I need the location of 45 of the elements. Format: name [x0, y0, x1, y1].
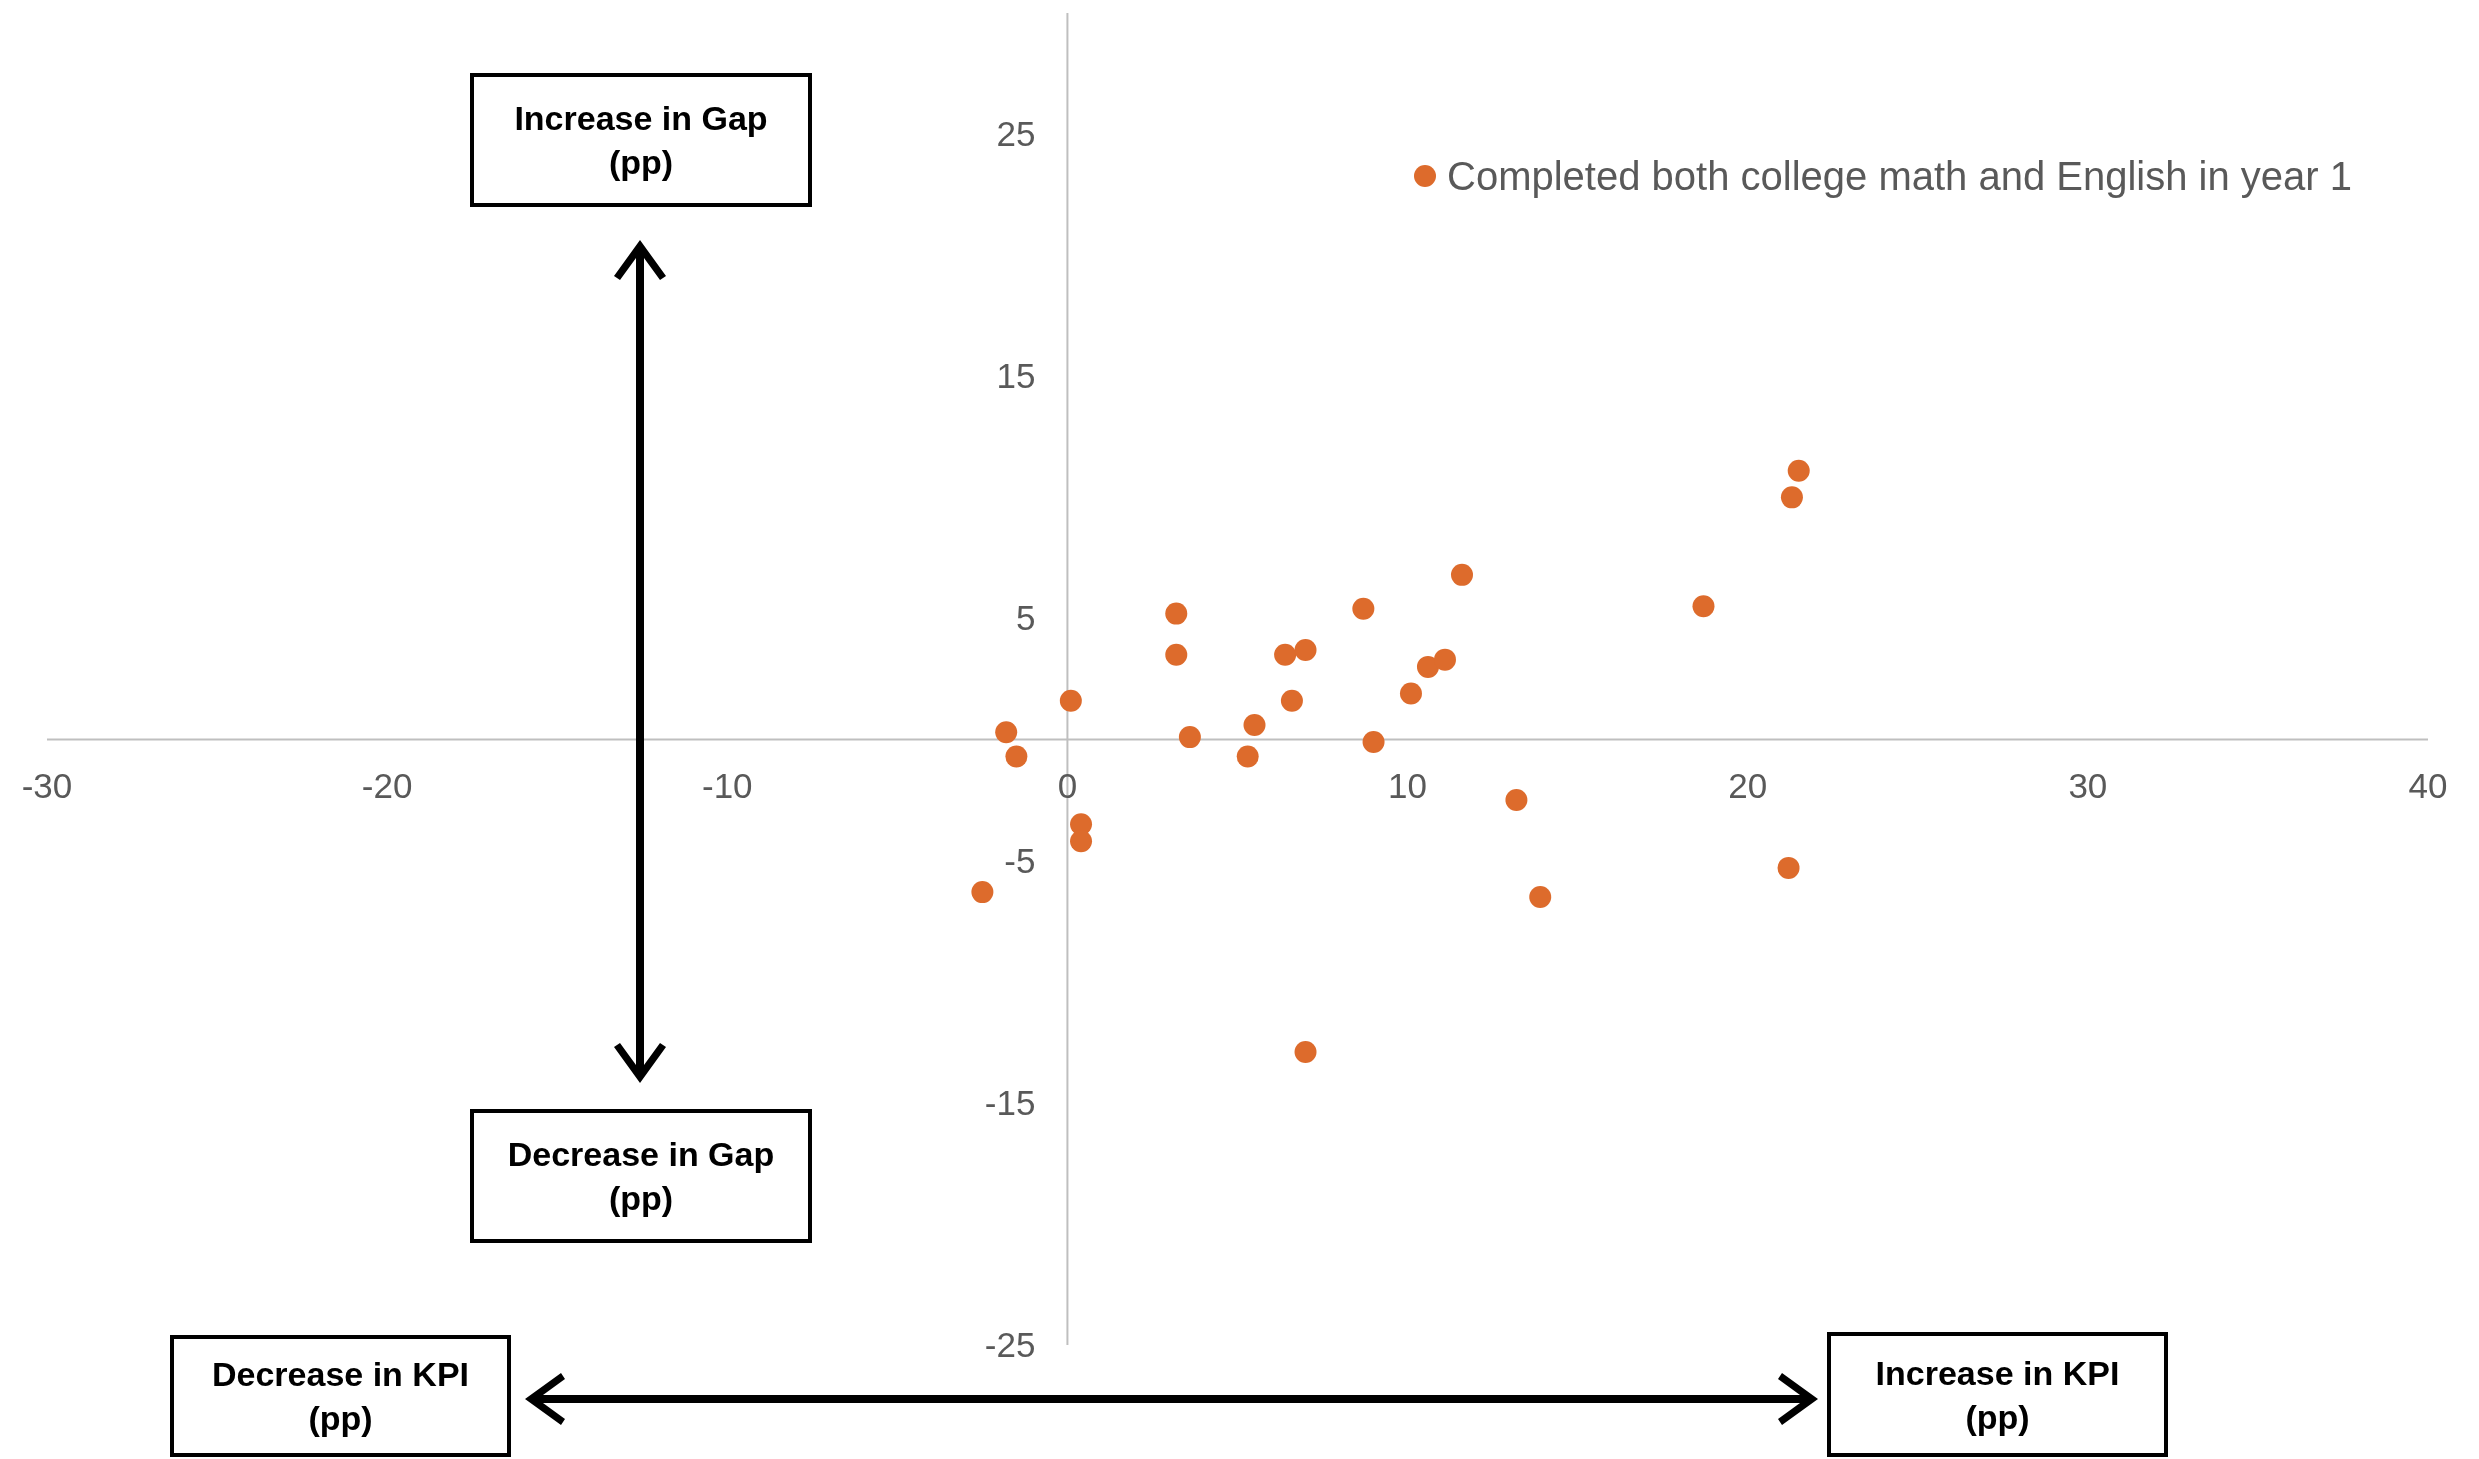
point	[1236, 745, 1259, 768]
point	[1416, 655, 1439, 678]
x-tick-label: 10	[1388, 765, 1428, 805]
point	[1433, 648, 1456, 671]
y-tick-label: -5	[1004, 840, 1036, 880]
x-tick-label: 0	[1057, 765, 1078, 805]
annotation: Decrease in Gap (pp)	[507, 1135, 775, 1217]
text: Increase in KPI (pp)	[1875, 1353, 2120, 1436]
point	[1362, 730, 1385, 753]
point	[1059, 689, 1082, 712]
point	[1352, 597, 1375, 620]
point	[1777, 856, 1800, 879]
legend-label: Completed both college math and English in year 1	[1447, 154, 2352, 198]
point	[1178, 726, 1201, 749]
annotation: Increase in Gap (pp)	[514, 99, 768, 181]
point	[1165, 602, 1188, 625]
text: Decrease in KPI (pp)	[211, 1355, 470, 1437]
point	[1529, 885, 1552, 908]
point	[971, 881, 994, 904]
x-tick-label: 30	[2068, 765, 2108, 805]
point	[1274, 643, 1297, 666]
point	[1243, 714, 1266, 737]
x-tick-label: -20	[361, 765, 413, 805]
point	[1780, 486, 1803, 509]
x-tick-label: -10	[701, 765, 753, 805]
y-tick-label: 15	[996, 356, 1036, 396]
x-tick-label: 20	[1728, 765, 1768, 805]
point	[1294, 638, 1317, 661]
y-tick-label: 25	[996, 114, 1036, 154]
x-tick-label: 40	[2408, 765, 2448, 805]
point	[1280, 689, 1303, 712]
point	[1399, 682, 1422, 705]
point	[1787, 459, 1810, 482]
point	[1165, 643, 1188, 666]
x-tick-label: -30	[21, 765, 73, 805]
point	[1692, 595, 1715, 618]
point	[995, 721, 1018, 744]
point	[1505, 789, 1528, 812]
y-tick-label: -25	[984, 1325, 1036, 1364]
y-tick-label: -15	[984, 1082, 1036, 1122]
y-tick-label: 5	[1015, 598, 1036, 638]
point	[1450, 563, 1473, 586]
point	[1070, 830, 1093, 853]
point	[1005, 745, 1028, 768]
point	[1294, 1040, 1317, 1063]
